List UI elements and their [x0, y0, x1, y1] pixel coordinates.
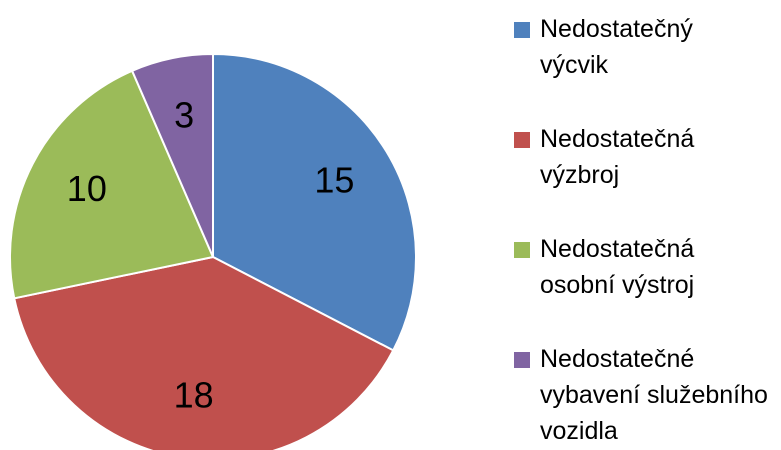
- legend-swatch: [514, 352, 530, 368]
- pie-slice: [130, 52, 214, 258]
- legend-label: Nedostatečná výzbroj: [540, 125, 701, 189]
- data-label: 18: [174, 374, 214, 415]
- pie-slice: [212, 52, 417, 352]
- data-label: 10: [67, 168, 107, 209]
- legend-label: Nedostatečné vybavení služebního vozidla: [540, 345, 775, 445]
- legend-swatch: [514, 132, 530, 148]
- legend-swatch: [514, 22, 530, 38]
- data-label: 15: [314, 160, 354, 201]
- data-label: 3: [174, 94, 194, 135]
- pie-slice: [9, 69, 215, 300]
- pie-slice: [13, 255, 395, 450]
- legend-label: Nedostatečný výcvik: [540, 15, 700, 79]
- legend-swatch: [514, 242, 530, 258]
- legend-label: Nedostatečná osobní výstroj: [540, 235, 701, 299]
